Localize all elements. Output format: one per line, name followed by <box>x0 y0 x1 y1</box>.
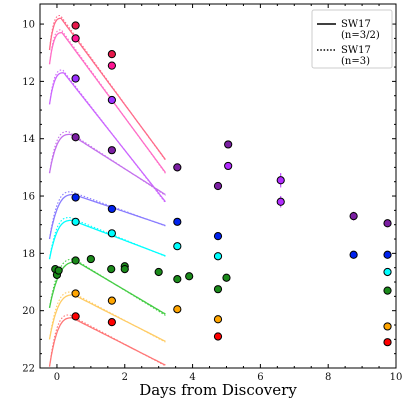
data-point <box>107 61 116 70</box>
plot-frame <box>39 3 397 369</box>
data-point <box>173 163 182 172</box>
model-curve-dotted <box>48 191 166 240</box>
legend-label: (n=3) <box>341 56 370 67</box>
data-point <box>383 267 392 277</box>
x-axis-label: Days from Discovery <box>139 381 297 399</box>
y-tick-label: 14 <box>22 134 35 145</box>
data-point <box>107 146 116 155</box>
data-point <box>71 289 80 298</box>
model-curve-solid <box>48 261 166 315</box>
data-point <box>213 181 223 191</box>
data-point <box>120 265 129 274</box>
data-point <box>222 273 231 282</box>
data-point <box>213 252 223 261</box>
legend: SW17(n=3/2)SW17(n=3) <box>311 9 393 69</box>
data-point <box>383 322 392 331</box>
data-point <box>107 318 116 327</box>
data-point <box>154 267 163 277</box>
model-curve-dotted <box>48 258 166 316</box>
model-curve-solid <box>48 294 166 342</box>
data-point <box>383 219 392 228</box>
data-point <box>71 34 80 43</box>
model-curve-solid <box>48 133 166 196</box>
x-tick-label: 4 <box>189 372 195 383</box>
model-curve-dotted <box>48 314 166 367</box>
data-point <box>107 50 116 59</box>
data-point <box>213 285 223 294</box>
model-curve-dotted <box>48 14 166 161</box>
legend-label: SW17 <box>341 19 371 30</box>
data-point <box>71 74 80 83</box>
x-tick-label: 10 <box>390 372 403 383</box>
data-point <box>107 265 116 274</box>
data-point <box>383 286 392 295</box>
data-point <box>173 242 182 251</box>
data-point <box>213 232 223 241</box>
model-curve-dotted <box>48 29 166 174</box>
data-point <box>383 338 392 347</box>
model-curve-dotted <box>48 130 166 196</box>
data-point <box>71 21 80 30</box>
data-point <box>276 176 285 185</box>
model-curve-solid <box>48 72 166 203</box>
data-point <box>185 272 194 281</box>
data-point <box>224 161 233 171</box>
data-point <box>349 250 358 259</box>
data-point <box>276 197 285 206</box>
data-points <box>51 21 392 347</box>
x-tick-label: 8 <box>325 372 331 383</box>
y-tick-label: 12 <box>22 77 35 88</box>
data-point <box>107 204 116 214</box>
data-point <box>54 266 63 275</box>
y-tick-label: 10 <box>22 20 35 31</box>
data-point <box>349 211 358 221</box>
model-curve-dotted <box>48 69 166 204</box>
model-curve-solid <box>48 32 166 173</box>
y-tick-label: 16 <box>22 192 35 203</box>
data-point <box>71 256 80 265</box>
x-tick-label: 6 <box>257 372 263 383</box>
data-point <box>173 275 182 284</box>
model-curves <box>48 14 166 367</box>
model-curve-dotted <box>48 291 166 343</box>
legend-label: (n=3/2) <box>341 30 380 41</box>
data-point <box>107 229 116 238</box>
data-point <box>107 296 116 305</box>
legend-label: SW17 <box>341 45 371 56</box>
data-point <box>86 254 95 264</box>
data-point <box>71 133 80 142</box>
model-curve-solid <box>48 317 166 367</box>
data-point <box>107 95 116 105</box>
data-point <box>71 193 80 202</box>
y-tick-label: 22 <box>22 364 35 375</box>
data-point <box>213 332 223 341</box>
data-point <box>213 315 223 324</box>
y-tick-label: 20 <box>22 306 35 317</box>
x-tick-label: 2 <box>122 372 128 383</box>
data-point <box>383 250 392 259</box>
data-point <box>173 217 182 226</box>
data-point <box>224 140 233 149</box>
data-point <box>173 305 182 314</box>
y-tick-label: 18 <box>22 249 35 260</box>
model-curve-solid <box>48 219 166 260</box>
model-curve-dotted <box>48 216 166 260</box>
x-tick-label: 0 <box>54 372 60 383</box>
data-point <box>71 217 80 226</box>
data-point <box>71 312 80 321</box>
axis-ticks: 0 2 4 6 8 10 10 12 14 16 18 20 22 <box>22 4 402 383</box>
